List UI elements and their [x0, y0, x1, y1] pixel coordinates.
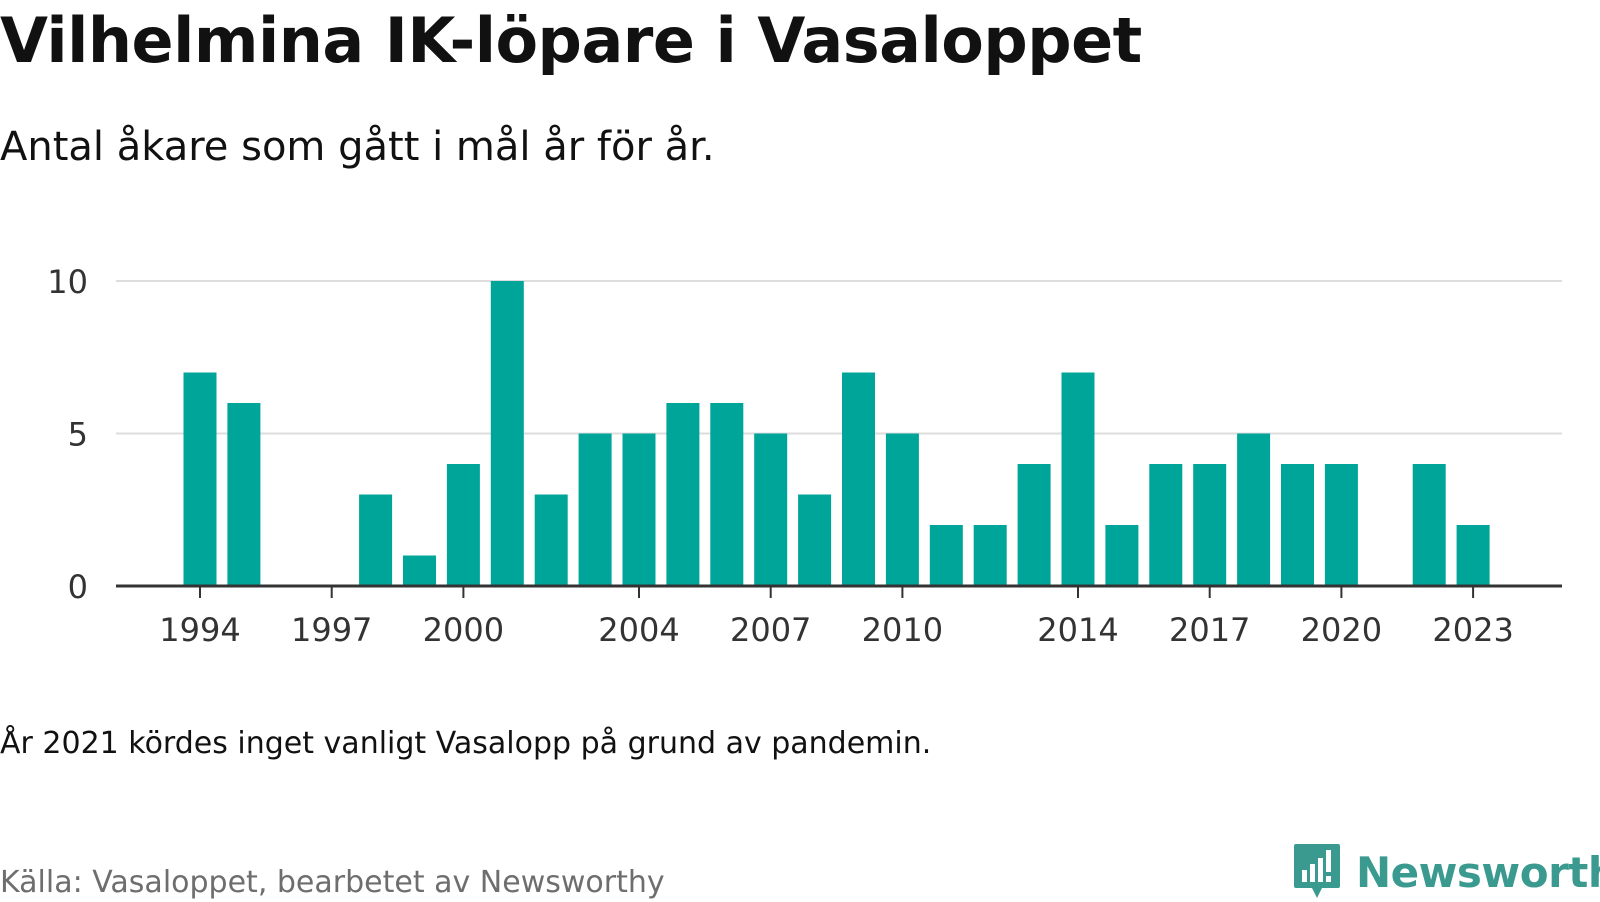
bar-2019	[1281, 464, 1314, 586]
x-tick-label: 2014	[1037, 611, 1118, 649]
x-tick-label: 1997	[291, 611, 372, 649]
footnote: År 2021 kördes inget vanligt Vasalopp på…	[0, 726, 932, 761]
grid-lines	[116, 280, 1562, 435]
bar-2008	[798, 494, 832, 586]
source-text: Källa: Vasaloppet, bearbetet av Newswort…	[0, 865, 665, 900]
bar-2000	[446, 464, 480, 586]
bar-chart: 0 5 10 1994 1997 2000 2004 2007 2010 2014 2017 202…	[47, 263, 1562, 649]
y-tick-label: 5	[68, 416, 88, 454]
bar-1994	[183, 372, 217, 586]
x-axis	[116, 584, 1562, 598]
bar-2003	[578, 433, 612, 586]
bar-2020	[1324, 464, 1358, 586]
x-tick-label: 2004	[598, 611, 679, 649]
y-tick-label: 10	[47, 263, 88, 301]
chart-title: Vilhelmina IK-löpare i Vasaloppet	[0, 4, 1142, 77]
x-tick-label: 1994	[159, 611, 240, 649]
x-tick-label: 2020	[1301, 611, 1382, 649]
bar-2016	[1149, 464, 1183, 586]
x-tick-label: 2017	[1169, 611, 1250, 649]
bar-2013	[1017, 464, 1051, 586]
x-axis-labels: 1994 1997 2000 2004 2007 2010 2014 2017 2020 2023	[159, 611, 1514, 649]
bar-2006	[710, 403, 744, 586]
bar-2022	[1412, 464, 1446, 586]
x-tick-label: 2023	[1432, 611, 1513, 649]
y-tick-label: 0	[68, 568, 88, 606]
bar-1995	[227, 403, 261, 586]
bars	[183, 281, 1490, 586]
x-tick-label: 2007	[730, 611, 811, 649]
bar-2018	[1237, 433, 1271, 586]
bar-2005	[666, 403, 700, 586]
x-tick-label: 2000	[423, 611, 504, 649]
newsworthy-logo-icon	[1294, 844, 1340, 898]
bar-1998	[359, 494, 393, 586]
bar-2001	[490, 281, 524, 586]
bar-2010	[885, 433, 919, 586]
brand-logo: Newsworthy	[1292, 842, 1600, 902]
bar-2012	[973, 525, 1007, 586]
y-axis-labels: 0 5 10	[47, 263, 88, 606]
bar-2015	[1105, 525, 1139, 586]
bar-2014	[1061, 372, 1095, 586]
bar-2004	[622, 433, 656, 586]
bar-2009	[842, 372, 875, 586]
bar-2002	[534, 494, 568, 586]
bar-1999	[403, 555, 436, 586]
brand-name: Newsworthy	[1356, 847, 1600, 897]
chart-subtitle: Antal åkare som gått i mål år för år.	[0, 124, 715, 170]
x-tick-label: 2010	[862, 611, 943, 649]
bar-2011	[929, 525, 963, 586]
bar-2007	[754, 433, 788, 586]
bar-2023	[1456, 525, 1490, 586]
bar-2017	[1193, 464, 1227, 586]
